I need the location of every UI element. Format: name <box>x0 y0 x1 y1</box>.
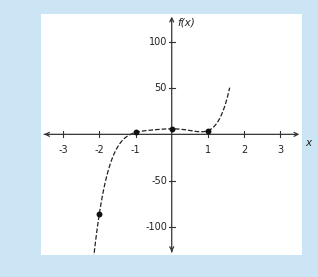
Text: -50: -50 <box>151 176 167 186</box>
Point <box>205 129 211 133</box>
Text: -1: -1 <box>131 145 140 155</box>
Text: -2: -2 <box>94 145 104 155</box>
Text: 2: 2 <box>241 145 247 155</box>
Text: 100: 100 <box>149 37 167 47</box>
Point <box>97 212 102 216</box>
Text: 3: 3 <box>277 145 283 155</box>
Text: 50: 50 <box>155 83 167 93</box>
Text: -3: -3 <box>58 145 68 155</box>
Text: 1: 1 <box>205 145 211 155</box>
Point <box>169 127 174 131</box>
Text: -100: -100 <box>145 222 167 232</box>
Text: x: x <box>305 138 311 148</box>
Text: f(x): f(x) <box>177 17 195 27</box>
Point <box>133 130 138 135</box>
